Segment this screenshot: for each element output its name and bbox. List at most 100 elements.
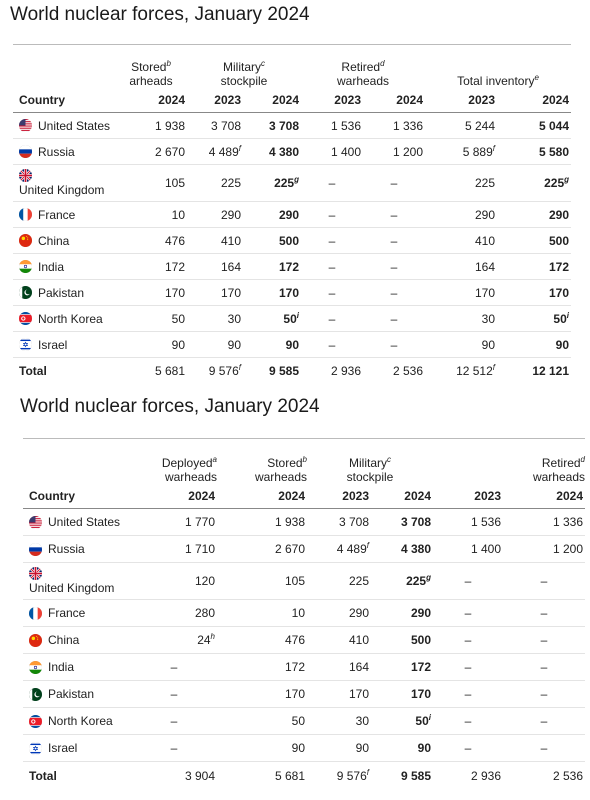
value-text: 5 889	[462, 144, 493, 159]
value-cell: 476	[115, 227, 187, 254]
group-header-line: arheads	[129, 74, 173, 88]
group-header-military-stockpile: Militaryc stockpile	[307, 438, 433, 485]
group-header-row: Deployeda warheads Storedb warheads Military…	[23, 438, 585, 485]
value-cell: 500	[371, 626, 433, 654]
flag-us-icon	[19, 119, 32, 132]
value-cell: –	[363, 164, 425, 202]
value-text: 90	[227, 337, 241, 352]
value-text: 5 681	[274, 769, 305, 783]
value-text: 4 489	[208, 144, 239, 159]
flag-il-icon	[19, 338, 32, 351]
value-text: 172	[548, 259, 570, 274]
group-header-blank	[13, 44, 115, 88]
value-text: 2 670	[274, 542, 305, 556]
value-text: 225	[274, 176, 295, 190]
value-text: –	[328, 337, 336, 352]
value-text: –	[464, 687, 472, 701]
table-row-pakistan: Pakistan – 170 170 170 – –	[23, 680, 585, 708]
country-name: United States	[48, 515, 121, 529]
country-name: India	[48, 660, 75, 674]
value-cell: –	[433, 734, 503, 762]
country-cell: India	[13, 253, 115, 280]
country-cell: France	[13, 201, 115, 228]
value-text: –	[328, 259, 336, 274]
value-text: 170	[278, 285, 299, 300]
value-text: 24	[197, 633, 211, 647]
value-text: 105	[164, 176, 185, 190]
value-text: 3 904	[184, 769, 215, 783]
country-label: Israel	[29, 741, 131, 755]
country-label: Pakistan	[19, 286, 115, 300]
value-cell: 4 489f	[187, 138, 243, 165]
table-section-2: World nuclear forces, January 2024 Deplo…	[0, 392, 590, 800]
value-cell: 225g	[243, 164, 301, 202]
value-text: 30	[481, 311, 495, 326]
value-cell: 225g	[371, 562, 433, 600]
value-cell: –	[301, 201, 363, 228]
value-cell: 2 936	[301, 357, 363, 384]
value-cell: 172	[217, 653, 307, 681]
flag-us-icon	[29, 515, 42, 529]
country-label: United States	[29, 515, 131, 529]
value-cell: 5 044	[497, 112, 572, 139]
year-header: 2024	[497, 88, 572, 113]
footnote-marker: f	[238, 143, 241, 153]
value-cell: –	[301, 279, 363, 306]
value-cell: 90	[115, 331, 187, 358]
table-row-china: China 24h 476 410 500 – –	[23, 626, 585, 654]
value-text: –	[390, 285, 398, 300]
value-text: 30	[355, 714, 369, 728]
table-row-united-states: United States 1 770 1 938 3 708 3 708 1 536 1 …	[23, 508, 585, 536]
value-cell: 3 708	[371, 508, 433, 536]
value-text: 12 512	[456, 364, 493, 378]
country-name: Israel	[38, 337, 68, 352]
country-column-header: Country	[23, 484, 131, 509]
year-header: 2023	[307, 484, 371, 509]
value-cell: 170	[187, 279, 243, 306]
footnote-marker: d	[380, 59, 385, 68]
year-header: 2024	[363, 88, 425, 113]
value-cell: 30	[187, 305, 243, 332]
value-text: 225	[220, 176, 241, 190]
value-cell: 2 536	[363, 357, 425, 384]
value-text: –	[540, 687, 548, 701]
footnote-marker: g	[564, 175, 570, 184]
value-cell: 90	[425, 331, 497, 358]
value-text: 225	[348, 574, 369, 588]
value-text: –	[464, 660, 472, 674]
value-cell: 12 121	[497, 357, 572, 384]
country-cell: Israel	[23, 734, 131, 762]
value-cell: 410	[425, 227, 497, 254]
value-text: 1 400	[470, 542, 501, 556]
value-cell: 50i	[497, 305, 572, 332]
group-header-line: Deployed	[161, 456, 213, 470]
value-cell: –	[503, 734, 585, 762]
flag-pk-icon	[29, 687, 42, 701]
country-label: China	[19, 234, 115, 248]
country-cell: Russia	[23, 535, 131, 563]
country-label: Israel	[19, 338, 115, 352]
country-cell: United Kingdom	[23, 562, 131, 600]
value-text: –	[540, 741, 548, 755]
total-label: Total	[13, 357, 115, 384]
value-cell: –	[301, 253, 363, 280]
value-text: –	[390, 311, 398, 326]
value-cell: 105	[217, 562, 307, 600]
value-cell: 90	[187, 331, 243, 358]
footnote-marker: f	[238, 363, 241, 372]
value-text: –	[390, 176, 398, 190]
value-cell: 9 576f	[187, 357, 243, 384]
value-text: 50	[171, 311, 185, 326]
country-cell: North Korea	[23, 707, 131, 735]
table-1-top-rule	[13, 44, 571, 45]
group-header-retired-warheads: Retiredd warheads	[301, 44, 425, 89]
value-cell: 90	[497, 331, 572, 358]
value-text: 4 380	[268, 144, 299, 159]
value-cell: –	[433, 562, 503, 600]
value-text: 164	[220, 259, 241, 274]
value-text: 105	[284, 574, 305, 588]
country-cell: North Korea	[13, 305, 115, 332]
value-cell: –	[131, 680, 217, 708]
value-text: 9 585	[400, 769, 431, 783]
value-text: 410	[220, 233, 241, 248]
